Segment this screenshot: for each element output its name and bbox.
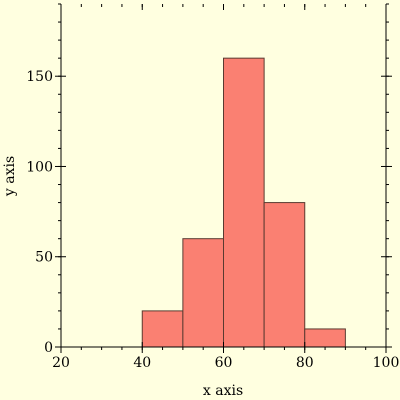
y-tick-label: 100 bbox=[26, 159, 53, 175]
histogram-bar bbox=[304, 328, 346, 348]
x-tick-label: 100 bbox=[373, 355, 400, 371]
x-tick-label: 80 bbox=[296, 355, 314, 371]
y-tick-label: 50 bbox=[35, 250, 53, 266]
histogram-bar bbox=[263, 202, 306, 348]
x-axis-title: x axis bbox=[203, 383, 243, 399]
y-axis-title: y axis bbox=[2, 156, 18, 197]
bars-group bbox=[141, 57, 346, 348]
y-tick-label: 0 bbox=[44, 340, 53, 356]
histogram-bar bbox=[223, 57, 265, 348]
axes-group bbox=[55, 3, 392, 353]
y-tick-label: 150 bbox=[26, 69, 53, 85]
histogram-bar bbox=[141, 310, 184, 348]
x-tick-label: 40 bbox=[133, 355, 151, 371]
histogram-bar bbox=[182, 238, 224, 348]
tick-labels-group: 20 40 60 80 100 0 50 100 150 bbox=[26, 69, 399, 371]
x-tick-label: 20 bbox=[52, 355, 70, 371]
x-tick-label: 60 bbox=[215, 355, 233, 371]
